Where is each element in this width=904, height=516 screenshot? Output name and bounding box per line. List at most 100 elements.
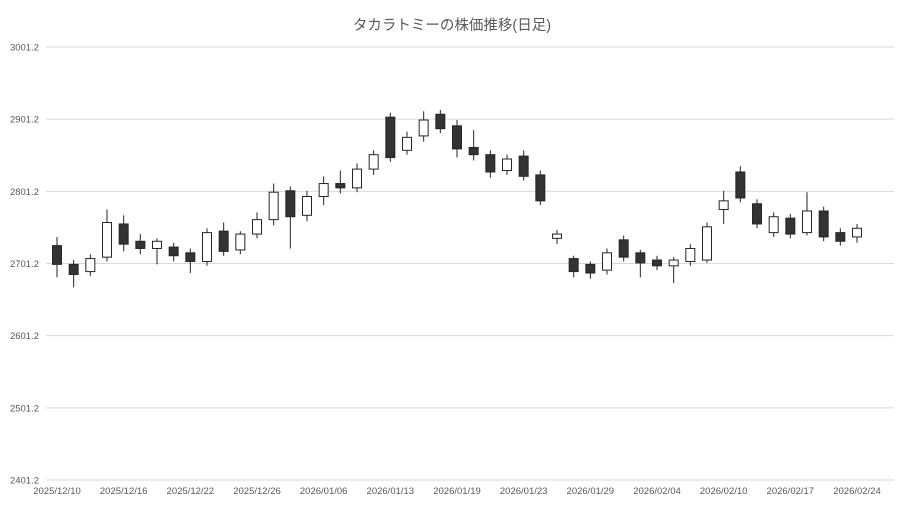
candle-body-up: [85, 258, 96, 273]
x-axis-label: 2025/12/22: [167, 486, 215, 497]
candle-body-down: [135, 240, 146, 249]
y-axis-label: 2901.2: [10, 115, 39, 126]
candle-body-down: [518, 155, 529, 177]
candle: [818, 206, 829, 242]
candle: [118, 215, 129, 252]
candle-body-down: [452, 125, 462, 150]
candle: [85, 254, 96, 276]
candle-body-up: [802, 210, 812, 234]
candle-body-up: [602, 252, 612, 271]
candle-body-down: [535, 174, 546, 202]
x-axis-label: 2026/02/17: [767, 486, 815, 497]
candle-body-up: [552, 233, 562, 239]
candle-body-up: [235, 233, 246, 251]
candle: [68, 260, 79, 288]
candle: [352, 163, 362, 193]
candle-body-up: [318, 183, 329, 198]
candle: [535, 170, 546, 206]
candle-body-down: [568, 258, 579, 273]
candle-body-up: [352, 168, 362, 189]
candle: [752, 199, 762, 229]
candle: [235, 231, 246, 255]
candle: [168, 242, 179, 262]
y-axis-label: 2801.2: [10, 187, 39, 198]
candle-body-down: [618, 239, 629, 258]
candle-body-down: [168, 246, 179, 257]
candle-body-up: [252, 219, 262, 235]
candle: [685, 244, 696, 266]
y-axis-label: 3001.2: [10, 43, 39, 54]
candle-body-down: [468, 146, 479, 156]
candle: [402, 131, 412, 155]
candle: [835, 228, 846, 246]
candle-body-down: [52, 245, 62, 265]
candle-body-down: [185, 252, 196, 262]
x-axis-label: 2026/01/23: [500, 486, 548, 497]
x-axis-label: 2026/01/29: [567, 486, 615, 497]
candle-body-down: [635, 252, 646, 264]
candle: [285, 186, 296, 249]
candle: [102, 209, 112, 262]
candle: [418, 111, 429, 142]
candle-body-down: [385, 116, 396, 159]
candle: [135, 234, 146, 255]
candle-body-up: [152, 240, 162, 249]
y-axis-label: 2501.2: [10, 403, 39, 414]
candle: [485, 150, 496, 178]
candle: [735, 166, 746, 203]
candle-body-up: [302, 196, 312, 216]
candle: [452, 120, 462, 158]
candle-body-up: [668, 259, 679, 267]
candle: [585, 261, 596, 279]
candle-body-down: [752, 203, 762, 225]
candle-body-up: [418, 119, 429, 137]
y-axis-label: 2401.2: [10, 476, 39, 487]
x-axis-label: 2026/02/10: [700, 486, 748, 497]
candle: [802, 192, 812, 236]
candle-body-up: [768, 216, 779, 234]
candle-body-up: [685, 247, 696, 262]
candle: [652, 255, 662, 271]
candle: [852, 223, 862, 243]
candle: [385, 112, 396, 162]
candle: [552, 229, 562, 245]
candle-body-up: [202, 232, 212, 262]
candle: [568, 255, 579, 278]
x-axis-label: 2026/02/24: [833, 486, 881, 497]
candle-body-down: [652, 259, 662, 267]
candle-body-up: [402, 136, 412, 151]
candle-body-down: [818, 210, 829, 238]
candle: [268, 183, 279, 226]
candle: [302, 190, 312, 222]
x-axis-label: 2026/01/13: [367, 486, 415, 497]
x-axis-label: 2026/02/04: [633, 486, 681, 497]
candle-body-up: [502, 158, 512, 172]
candle: [768, 212, 779, 237]
candle: [318, 176, 329, 206]
candle: [218, 222, 229, 256]
x-axis-label: 2025/12/16: [100, 486, 148, 497]
candle-body-down: [485, 154, 496, 173]
candle: [702, 222, 712, 263]
candle-body-down: [285, 190, 296, 218]
candle: [635, 249, 646, 278]
candle-body-down: [785, 217, 796, 235]
candle: [468, 130, 479, 161]
candle: [202, 228, 212, 266]
candle-body-up: [102, 222, 112, 258]
x-axis-label: 2026/01/19: [433, 486, 481, 497]
candle-body-down: [335, 183, 346, 189]
candle-body-down: [735, 171, 746, 199]
candle-body-down: [835, 232, 846, 242]
candle-body-up: [702, 226, 712, 261]
candle: [335, 170, 346, 194]
y-axis-label: 2601.2: [10, 331, 39, 342]
candle-body-down: [218, 230, 229, 252]
candle: [252, 212, 262, 239]
candle-body-down: [435, 113, 446, 130]
x-axis-label: 2025/12/10: [33, 486, 81, 497]
candle: [435, 109, 446, 134]
y-axis-label: 2701.2: [10, 259, 39, 270]
candle: [785, 213, 796, 239]
